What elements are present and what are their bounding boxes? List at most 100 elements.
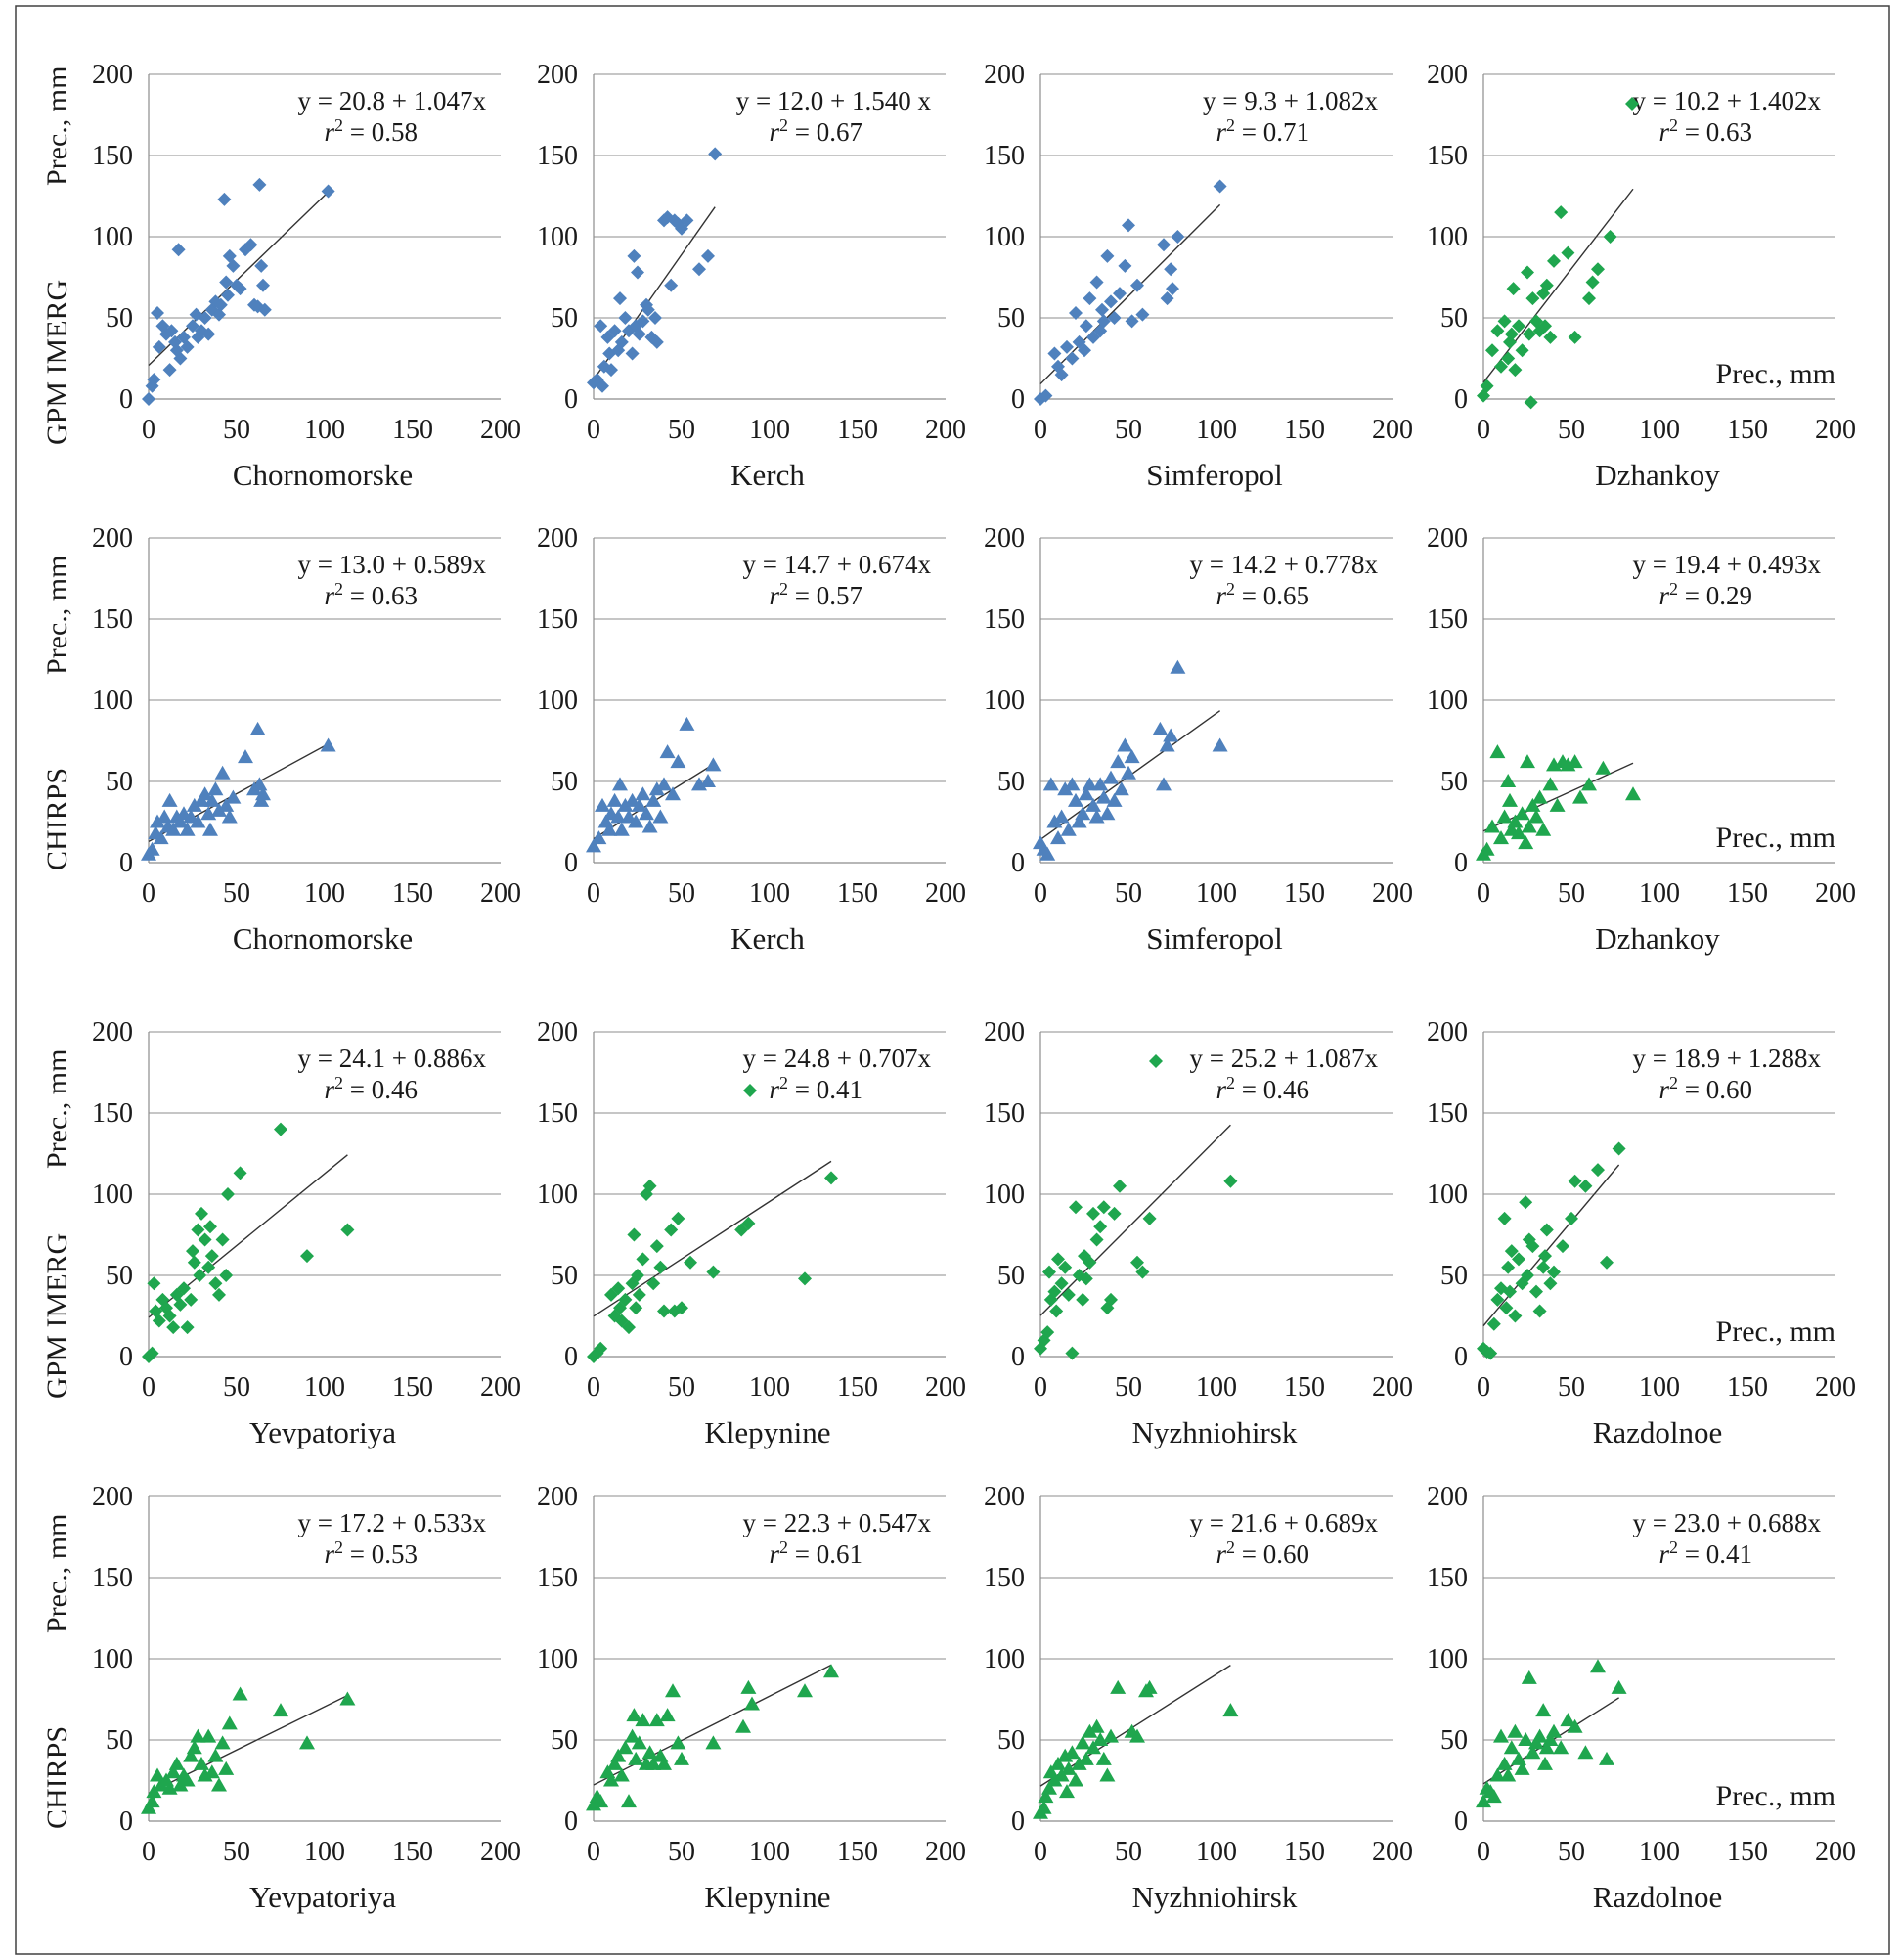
y-tick-label: 150	[92, 1563, 133, 1593]
data-point	[1525, 291, 1540, 306]
data-point	[635, 1713, 651, 1727]
y-tick-label: 0	[564, 1342, 578, 1372]
x-tick-label: 150	[837, 415, 878, 445]
regression-equation: y = 10.2 + 1.402x	[1633, 86, 1822, 115]
data-point	[665, 1683, 681, 1698]
data-point	[1223, 1174, 1238, 1188]
y-tick-label: 50	[551, 1261, 578, 1291]
y-tick-label: 200	[537, 523, 578, 554]
data-point	[203, 792, 220, 807]
y-tick-label: 150	[1427, 1098, 1468, 1129]
data-point	[641, 819, 658, 833]
station-label: Dzhankoy	[1595, 921, 1720, 956]
data-point	[145, 1346, 159, 1360]
data-point	[631, 265, 644, 280]
y-tick-label: 0	[1011, 1342, 1025, 1372]
data-point	[195, 1206, 208, 1221]
data-point	[1553, 1740, 1569, 1755]
data-point	[652, 809, 669, 824]
x-tick-label: 200	[925, 1837, 966, 1867]
x-tick-label: 50	[1558, 415, 1585, 445]
data-point	[340, 1223, 355, 1237]
y-tick-label: 200	[984, 1017, 1025, 1047]
data-point	[168, 1756, 185, 1770]
data-point	[156, 809, 173, 824]
data-point	[1485, 343, 1499, 358]
data-point	[606, 792, 623, 807]
data-point	[179, 1772, 196, 1787]
y-tick-label: 150	[92, 141, 133, 171]
data-point	[1163, 728, 1179, 742]
y-tick-label: 0	[1011, 1806, 1025, 1837]
data-point	[646, 1276, 661, 1291]
data-point	[1068, 1772, 1083, 1787]
data-point	[1039, 846, 1056, 861]
x-tick-label: 100	[304, 415, 345, 445]
regression-line	[1482, 1164, 1620, 1327]
x-tick-label: 200	[925, 878, 966, 909]
data-point	[622, 1320, 636, 1335]
data-point	[1585, 275, 1600, 290]
x-tick-label: 200	[1372, 878, 1413, 909]
data-point	[1480, 379, 1494, 393]
side-label-bottom: CHIRPS	[41, 768, 73, 870]
data-point	[657, 1304, 671, 1318]
data-point	[1121, 765, 1136, 780]
data-point	[1528, 809, 1544, 824]
data-point	[1078, 1751, 1094, 1765]
data-point	[635, 786, 651, 801]
data-point	[1476, 1794, 1491, 1808]
y-tick-label: 200	[92, 1482, 133, 1512]
data-point	[659, 744, 676, 759]
regression-line	[1039, 1665, 1231, 1787]
data-point	[172, 1777, 189, 1792]
data-point	[618, 1292, 633, 1307]
data-point	[648, 1713, 665, 1727]
y-tick-label: 0	[119, 1342, 133, 1372]
data-point	[680, 213, 694, 228]
data-point	[641, 302, 655, 317]
y-tick-label: 150	[537, 1563, 578, 1593]
y-tick-label: 50	[106, 1725, 133, 1756]
x-tick-label: 100	[304, 1837, 345, 1867]
data-point	[152, 1314, 166, 1328]
y-tick-label: 50	[997, 1261, 1025, 1291]
x-tick-label: 200	[925, 415, 966, 445]
regression-equation: y = 24.8 + 0.707x	[743, 1044, 932, 1073]
data-point	[1071, 814, 1087, 828]
y-tick-label: 0	[564, 848, 578, 878]
data-point	[627, 1227, 641, 1242]
legend-marker	[743, 1084, 757, 1097]
y-tick-label: 100	[537, 686, 578, 716]
x-tick-label: 0	[587, 1372, 600, 1403]
data-point	[1508, 1309, 1523, 1323]
data-point	[653, 1260, 668, 1274]
left-label-row-3: Prec., mm CHIRPS	[41, 1514, 73, 1829]
y-tick-label: 0	[119, 848, 133, 878]
data-point	[1089, 1232, 1104, 1247]
data-point	[1496, 1756, 1513, 1770]
x-tick-label: 50	[668, 1837, 695, 1867]
data-point	[1082, 1723, 1098, 1738]
data-point	[1061, 1287, 1076, 1302]
data-point	[219, 275, 234, 290]
x-tick-label: 50	[1115, 878, 1142, 909]
y-tick-label: 50	[551, 1725, 578, 1756]
x-tick-label: 50	[223, 415, 250, 445]
y-tick-label: 200	[537, 1017, 578, 1047]
data-point	[221, 288, 235, 302]
x-tick-label: 200	[480, 1837, 521, 1867]
data-point	[186, 1244, 199, 1259]
data-point	[190, 814, 206, 828]
data-point	[1547, 1265, 1561, 1279]
data-point	[1113, 287, 1127, 301]
data-point	[200, 1728, 217, 1743]
x-tick-label: 0	[1034, 415, 1047, 445]
left-label-row-1: Prec., mm CHIRPS	[41, 556, 73, 870]
regression-line	[1039, 1124, 1231, 1316]
data-point	[150, 814, 165, 828]
y-tick-label: 200	[92, 1017, 133, 1047]
data-point	[1612, 1141, 1626, 1156]
station-label: Chornomorske	[233, 458, 413, 492]
y-tick-label: 200	[92, 523, 133, 554]
